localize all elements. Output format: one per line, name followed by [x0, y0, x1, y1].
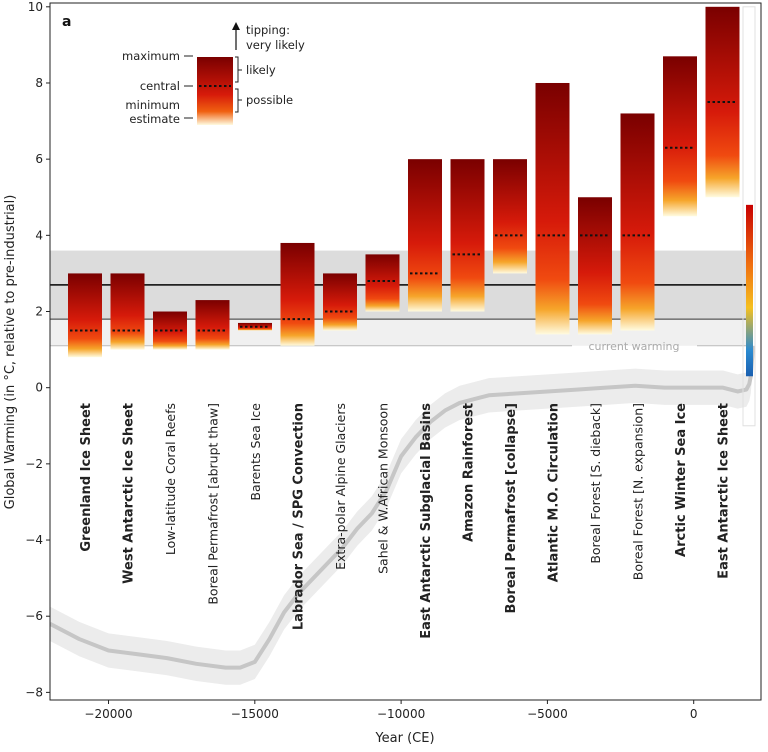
legend-tipping-arrowhead: [232, 22, 240, 30]
tipping-element-label: East Antarctic Subglacial Basins: [419, 403, 434, 639]
tipping-element-bar: [450, 159, 485, 312]
legend-gradient-swatch: [197, 57, 233, 125]
tipping-element-bar: [153, 311, 187, 350]
y-tick-label: −6: [25, 609, 43, 623]
legend-likely-bracket: [235, 56, 242, 83]
tipping-element-bar: [110, 273, 145, 350]
tipping-element-bar: [280, 242, 315, 346]
current-warming-label: current warming: [589, 340, 680, 353]
recent-warming-bar: [746, 204, 753, 377]
temperature-uncertainty-envelope: [50, 328, 753, 685]
tipping-element-label: Boreal Forest [N. expansion]: [631, 403, 646, 580]
tipping-element-label: Arctic Winter Sea Ice: [674, 403, 689, 557]
tipping-element-bar: [238, 322, 272, 331]
bar-gradient: [68, 273, 102, 358]
tipping-element-label: Low-latitude Coral Reefs: [163, 403, 178, 555]
plot-frame: [49, 2, 762, 701]
tipping-element-bar: [705, 6, 740, 198]
x-tick-label: −5000: [527, 707, 568, 721]
tipping-element-label: Atlantic M.O. Circulation: [547, 403, 562, 582]
x-tick-label: 0: [690, 707, 698, 721]
tipping-element-bar: [408, 159, 442, 312]
panel-label: a: [62, 14, 71, 30]
legend-possible-label: possible: [246, 93, 293, 107]
y-tick-label: −4: [25, 533, 43, 547]
tipping-element-bar: [68, 273, 102, 358]
x-tick-label: −10000: [377, 707, 425, 721]
y-tick-label: 2: [35, 305, 43, 319]
tipping-element-label: Sahel & W.African Monsoon: [376, 403, 391, 574]
x-axis-label: Year (CE): [374, 731, 434, 746]
y-tick-label: −2: [25, 457, 43, 471]
bar-gradient: [323, 273, 357, 331]
temperature-line: [50, 345, 755, 670]
bar-gradient: [110, 273, 145, 350]
tipping-element-bar: [493, 159, 527, 274]
y-tick-label: 10: [28, 0, 43, 14]
bar-gradient: [535, 82, 570, 335]
axes: −8 −6 −4 −2 0 2 4 6 8 10 −20000 −15000 −10000 −5000 0: [25, 0, 697, 721]
bar-gradient: [280, 242, 315, 346]
legend-possible-bracket: [235, 88, 242, 113]
tipping-element-bars: [68, 6, 740, 358]
bar-gradient: [493, 159, 527, 274]
tipping-element-bar: [578, 197, 612, 335]
y-tick-label: 6: [35, 152, 43, 166]
tipping-element-bar: [663, 56, 697, 217]
y-tick-label: −8: [25, 685, 43, 699]
legend-tipping-label-1: tipping:: [246, 23, 290, 37]
legend-minimum-label: minimum: [125, 98, 180, 112]
bar-gradient: [663, 56, 697, 217]
legend-central-label: central: [140, 79, 180, 93]
bar-gradient: [195, 300, 230, 350]
bar-gradient: [450, 159, 485, 312]
tipping-element-bar: [365, 254, 400, 312]
tipping-element-label: Extra-polar Alpine Glaciers: [333, 403, 348, 570]
legend-maximum-label: maximum: [122, 49, 180, 63]
tipping-element-bar: [535, 82, 570, 335]
tipping-element-label: Boreal Permafrost [collapse]: [504, 403, 519, 613]
temperature-series: [50, 328, 755, 685]
bar-gradient: [578, 197, 612, 335]
bar-gradient: [365, 254, 400, 312]
tipping-element-label: East Antarctic Ice Sheet: [717, 403, 732, 579]
legend-tipping-label-2: very likely: [246, 38, 305, 52]
legend: maximum central minimum estimate tipping…: [122, 22, 305, 126]
x-tick-label: −15000: [231, 707, 279, 721]
tipping-element-bar: [620, 113, 655, 331]
tipping-element-label: Boreal Forest [S. dieback]: [588, 403, 603, 564]
y-tick-label: 4: [35, 228, 43, 242]
tipping-element-label: West Antarctic Ice Sheet: [122, 403, 137, 584]
tipping-element-label: Boreal Permafrost [abrupt thaw]: [206, 403, 221, 605]
bar-gradient: [408, 159, 442, 312]
x-tick-label: −20000: [84, 707, 132, 721]
tipping-element-bar: [195, 300, 230, 350]
legend-likely-label: likely: [246, 63, 276, 77]
tipping-element-label: Labrador Sea / SPG Convection: [292, 403, 307, 630]
y-tick-label: 0: [35, 381, 43, 395]
legend-estimate-label: estimate: [129, 112, 180, 126]
tipping-element-labels: Greenland Ice Sheet West Antarctic Ice Sh…: [79, 403, 732, 639]
recent-warming-indicator: [742, 6, 756, 427]
bar-gradient: [620, 113, 655, 331]
tipping-element-label: Barents Sea Ice: [248, 403, 263, 501]
recent-warming-frame: [742, 6, 756, 427]
tipping-element-label: Greenland Ice Sheet: [79, 403, 94, 552]
y-axis-label: Global Warming (in °C, relative to pre-i…: [3, 195, 18, 510]
y-tick-label: 8: [35, 76, 43, 90]
tipping-element-bar: [323, 273, 357, 331]
tipping-element-label: Amazon Rainforest: [462, 403, 477, 542]
